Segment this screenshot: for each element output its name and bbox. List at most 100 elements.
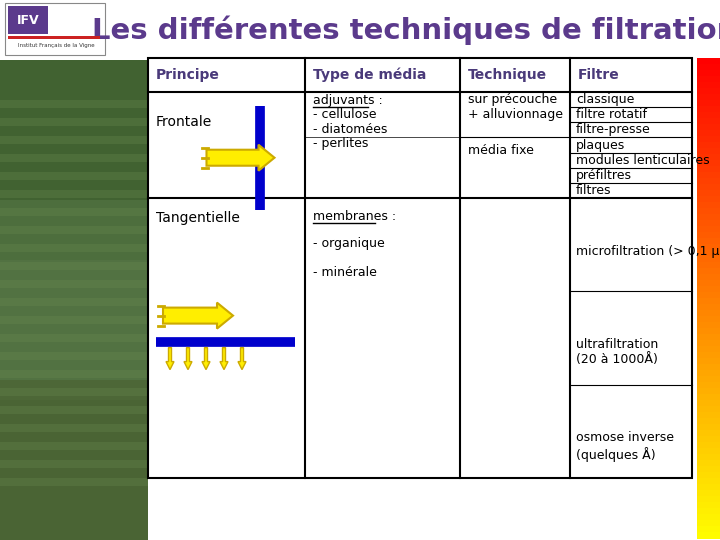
- Bar: [697, 430, 720, 437]
- Bar: [697, 106, 720, 113]
- Bar: [0, 154, 148, 162]
- Bar: [697, 88, 720, 95]
- Bar: [697, 448, 720, 455]
- Bar: [697, 256, 720, 263]
- Text: média fixe: média fixe: [468, 144, 534, 157]
- Bar: [697, 280, 720, 287]
- Bar: [0, 280, 148, 288]
- Bar: [697, 76, 720, 83]
- Bar: [697, 490, 720, 497]
- Bar: [697, 184, 720, 191]
- Bar: [697, 238, 720, 245]
- Bar: [697, 484, 720, 491]
- Bar: [697, 418, 720, 425]
- Text: Frontale: Frontale: [156, 114, 212, 129]
- Text: membranes :: membranes :: [313, 210, 396, 222]
- Text: - minérale: - minérale: [313, 266, 377, 279]
- Text: sur précouche: sur précouche: [468, 93, 557, 106]
- Bar: [697, 310, 720, 317]
- Bar: [697, 520, 720, 527]
- Bar: [697, 274, 720, 281]
- Text: Principe: Principe: [156, 68, 220, 82]
- Text: filtre-presse: filtre-presse: [576, 123, 651, 137]
- Bar: [0, 118, 148, 126]
- Bar: [0, 352, 148, 360]
- Text: Institut Français de la Vigne: Institut Français de la Vigne: [18, 44, 94, 49]
- Bar: [0, 60, 148, 260]
- Bar: [697, 442, 720, 449]
- Bar: [0, 226, 148, 234]
- Bar: [697, 370, 720, 377]
- Bar: [697, 292, 720, 299]
- Text: modules lenticulaires: modules lenticulaires: [576, 154, 710, 167]
- FancyArrow shape: [238, 348, 246, 369]
- Bar: [697, 166, 720, 173]
- Text: - organique: - organique: [313, 238, 384, 251]
- Bar: [697, 526, 720, 533]
- Bar: [0, 136, 148, 144]
- Bar: [0, 334, 148, 342]
- Bar: [697, 148, 720, 155]
- Bar: [8, 6, 48, 34]
- Bar: [697, 454, 720, 461]
- Bar: [697, 478, 720, 485]
- Bar: [697, 232, 720, 239]
- Bar: [697, 394, 720, 401]
- Bar: [697, 436, 720, 443]
- Text: osmose inverse
(quelques Å): osmose inverse (quelques Å): [576, 431, 674, 462]
- Bar: [0, 380, 148, 540]
- Text: Tangentielle: Tangentielle: [156, 211, 240, 225]
- Bar: [0, 424, 148, 432]
- Bar: [697, 82, 720, 89]
- FancyArrow shape: [166, 348, 174, 369]
- Bar: [0, 190, 148, 198]
- Text: + alluvionnage: + alluvionnage: [468, 108, 563, 121]
- Bar: [697, 262, 720, 269]
- Text: Technique: Technique: [468, 68, 547, 82]
- Bar: [697, 220, 720, 227]
- Bar: [697, 244, 720, 251]
- Bar: [0, 298, 148, 306]
- FancyArrow shape: [163, 302, 233, 329]
- Bar: [697, 364, 720, 371]
- Bar: [697, 322, 720, 329]
- Bar: [0, 388, 148, 396]
- Bar: [0, 208, 148, 216]
- Text: filtres: filtres: [576, 184, 611, 197]
- Bar: [697, 130, 720, 137]
- Bar: [697, 502, 720, 509]
- Text: classique: classique: [576, 93, 634, 106]
- FancyArrow shape: [184, 348, 192, 369]
- FancyArrow shape: [207, 145, 274, 171]
- Bar: [697, 304, 720, 311]
- Bar: [697, 406, 720, 413]
- Bar: [0, 316, 148, 324]
- Bar: [697, 382, 720, 389]
- Bar: [697, 472, 720, 479]
- Text: IFV: IFV: [17, 14, 40, 26]
- Bar: [697, 388, 720, 395]
- Bar: [0, 262, 148, 270]
- Text: Filtre: Filtre: [578, 68, 620, 82]
- Bar: [697, 400, 720, 407]
- Bar: [697, 532, 720, 539]
- Bar: [697, 190, 720, 197]
- Bar: [697, 466, 720, 473]
- Bar: [697, 334, 720, 341]
- Bar: [0, 406, 148, 414]
- Text: plaques: plaques: [576, 138, 625, 152]
- Bar: [697, 346, 720, 353]
- Bar: [697, 268, 720, 275]
- Bar: [697, 58, 720, 65]
- Bar: [697, 340, 720, 347]
- Bar: [697, 142, 720, 149]
- Bar: [697, 208, 720, 215]
- Text: - cellulose: - cellulose: [313, 108, 377, 121]
- Bar: [0, 244, 148, 252]
- Bar: [697, 124, 720, 131]
- Bar: [697, 94, 720, 101]
- Bar: [0, 60, 148, 540]
- Bar: [697, 328, 720, 335]
- Bar: [697, 460, 720, 467]
- Text: ultrafiltration
(20 à 1000Å): ultrafiltration (20 à 1000Å): [576, 338, 658, 366]
